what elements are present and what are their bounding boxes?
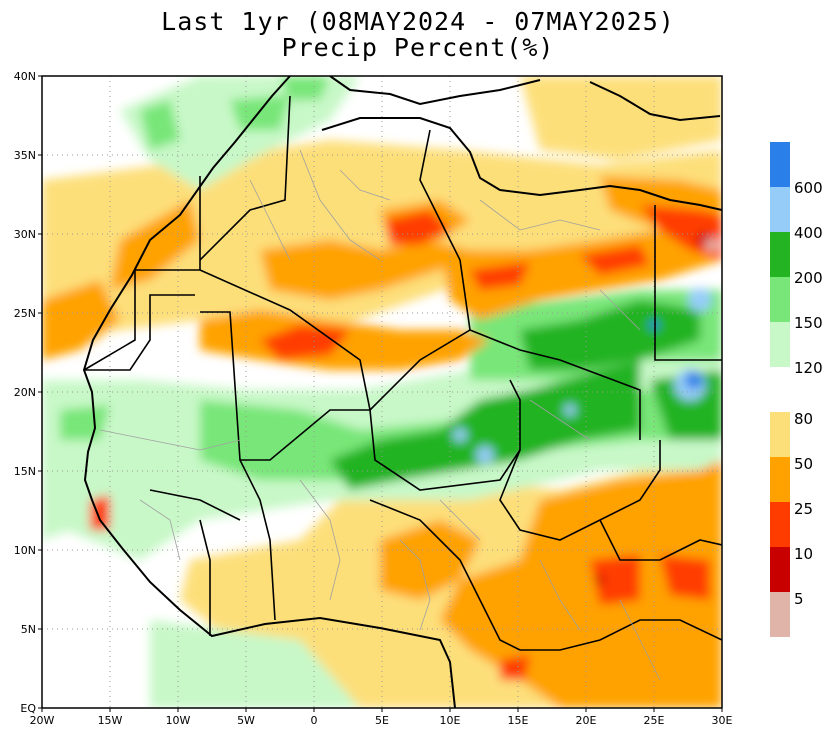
west-africa-coastline (82, 76, 456, 708)
legend-label-150: 150 (794, 314, 823, 332)
map-plot-area (42, 76, 722, 708)
field-50-algeria-mid (260, 240, 470, 300)
field-5-egypt (705, 238, 719, 252)
field-400-egypt-south (688, 288, 712, 312)
lon-tick-label: 15W (98, 714, 123, 727)
border-niger (369, 379, 521, 491)
legend-swatch-150 (770, 277, 790, 322)
border-mali (199, 269, 371, 461)
field-25-mali-north (260, 325, 350, 360)
field-25-algeria (385, 210, 450, 245)
country-borders (83, 95, 722, 651)
border-ivory-coast (199, 519, 211, 636)
field-150-spain (280, 76, 330, 100)
lon-tick-label: 0 (311, 714, 318, 727)
southern-europe-coastline (329, 76, 541, 106)
map-grid (42, 76, 722, 708)
lat-tick-label: 30N (14, 228, 36, 241)
map-subtitle: Precip Percent(%) (281, 33, 555, 62)
border-algeria-libya (369, 129, 471, 411)
field-50-libya (440, 210, 722, 320)
legend-label-5: 5 (794, 590, 804, 608)
field-25-libya-west (470, 262, 530, 290)
legend-swatch-80 (770, 412, 790, 457)
legend-swatch-400 (770, 187, 790, 232)
field-80-north (42, 140, 722, 340)
lat-tick-label: 35N (14, 149, 36, 162)
field-400-chad (564, 404, 576, 416)
field-400-niger (476, 446, 494, 464)
border-egypt-libya (654, 205, 722, 361)
field-50-atlantic (42, 300, 80, 340)
legend-swatch-120 (770, 322, 790, 367)
legend-swatch-10 (770, 547, 790, 592)
field-50-nigeria (380, 520, 480, 600)
lon-tick-label: 5W (237, 714, 255, 727)
legend-swatch-5 (770, 592, 790, 637)
field-80-libya-coast (520, 76, 722, 160)
lat-tick-label: 20N (14, 386, 36, 399)
lat-tick-label: 25N (14, 307, 36, 320)
lon-tick-label: 5E (375, 714, 389, 727)
legend-label-80: 80 (794, 410, 813, 428)
field-600-libya (649, 320, 659, 330)
legend-label-10: 10 (794, 545, 813, 563)
lat-tick-label: 40N (14, 70, 36, 83)
lat-tick-label: 5N (21, 623, 36, 636)
field-120-gulf (150, 620, 360, 708)
field-10-car (595, 575, 605, 585)
legend-swatch-600 (770, 142, 790, 187)
field-25-libya-east (580, 245, 650, 275)
lat-tick-label: 15N (14, 465, 36, 478)
legend-swatch-200 (770, 232, 790, 277)
lon-tick-label: 25E (644, 714, 665, 727)
field-50-morocco-south (110, 200, 200, 290)
field-600-sudan (685, 371, 703, 389)
border-guinea (149, 489, 241, 521)
border-mauritania-north (84, 294, 195, 371)
border-algeria-morocco (199, 95, 291, 261)
admin-borders (99, 149, 661, 681)
border-morocco-wsahara (83, 176, 201, 371)
lat-tick-label: EQ (20, 702, 36, 715)
border-congo (520, 619, 722, 651)
legend-label-50: 50 (794, 455, 813, 473)
lon-tick-label: 20E (576, 714, 597, 727)
north-africa-coastline (321, 117, 722, 211)
legend-swatch-50 (770, 457, 790, 502)
legend-label-120: 120 (794, 359, 823, 377)
field-25-car-2 (660, 555, 710, 600)
field-25-car-1 (590, 555, 640, 605)
legend-label-25: 25 (794, 500, 813, 518)
field-25-guinea (90, 495, 110, 530)
lon-tick-label: 10E (440, 714, 461, 727)
legend-label-400: 400 (794, 224, 823, 242)
legend-label-200: 200 (794, 269, 823, 287)
field-120-morocco (120, 76, 360, 190)
border-ghana (239, 459, 276, 621)
border-nigeria (369, 499, 521, 651)
field-150-atlantic-1 (140, 100, 180, 150)
field-400-agadez (453, 428, 467, 442)
border-chad (499, 440, 661, 541)
legend-swatch-25 (770, 502, 790, 547)
lon-tick-label: 20W (30, 714, 55, 727)
field-50-western-sahara (42, 280, 120, 360)
map-title: Last 1yr (08MAY2024 - 07MAY2025) (161, 7, 675, 36)
border-car (599, 519, 722, 561)
lon-tick-label: 30E (712, 714, 733, 727)
border-niger-libya-chad (469, 329, 641, 440)
lon-tick-label: 10W (166, 714, 191, 727)
color-legend: 600 400 200 150 120 80 50 25 10 5 (770, 142, 823, 637)
field-150-mauritania (60, 405, 110, 440)
precip-fields (42, 76, 722, 708)
legend-label-600: 600 (794, 179, 823, 197)
lat-tick-label: 10N (14, 544, 36, 557)
greece-coastline (589, 81, 721, 122)
lon-tick-label: 15E (508, 714, 529, 727)
field-25-cameroon (500, 655, 530, 680)
field-50-algeria-south (200, 310, 490, 370)
